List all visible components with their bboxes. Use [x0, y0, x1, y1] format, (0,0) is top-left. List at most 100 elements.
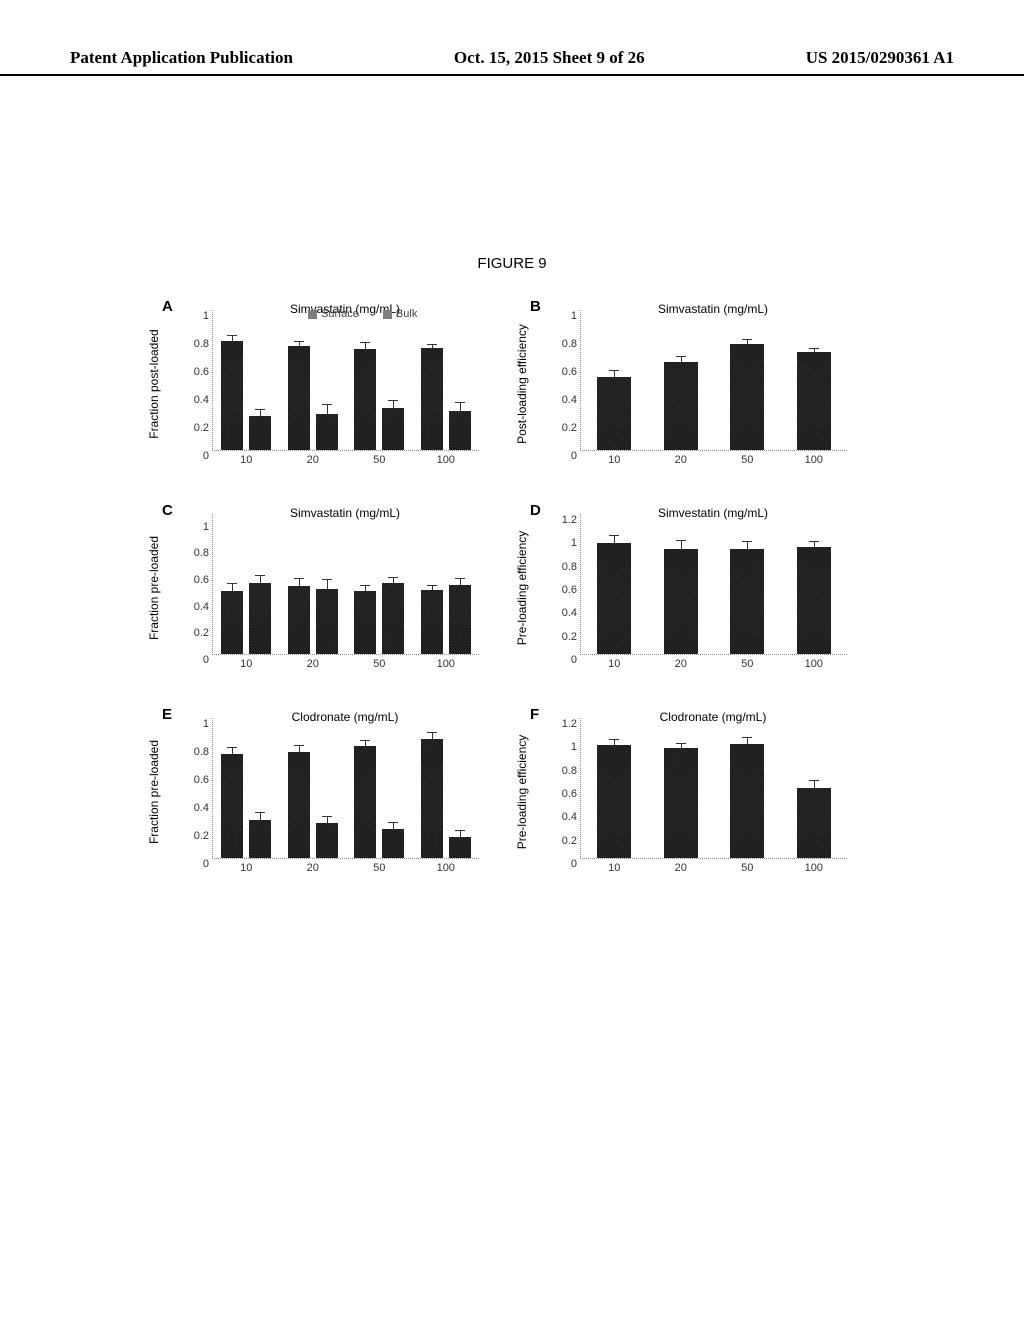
- bar: [354, 746, 376, 858]
- bar: [221, 591, 243, 654]
- bar-group: [288, 752, 338, 858]
- ytick: 0.8: [562, 561, 581, 573]
- panel-c: C Fraction pre-loaded 00.20.40.60.811020…: [160, 504, 500, 696]
- ytick: 0.6: [562, 788, 581, 800]
- error-bar: [260, 812, 261, 820]
- xtick: 100: [805, 454, 823, 466]
- bar: [316, 589, 338, 654]
- error-cap: [809, 541, 819, 542]
- error-bar: [327, 404, 328, 414]
- error-cap: [455, 578, 465, 579]
- xtick: 10: [608, 658, 620, 670]
- xtick: 50: [741, 862, 753, 874]
- bar-group: [288, 586, 338, 654]
- error-cap: [227, 747, 237, 748]
- swatch-icon: [308, 310, 317, 319]
- error-cap: [255, 812, 265, 813]
- error-bar: [365, 342, 366, 349]
- panel-row-2: C Fraction pre-loaded 00.20.40.60.811020…: [160, 504, 870, 696]
- chart-wrap-a: Fraction post-loaded Surface Bulk 00.20.…: [160, 302, 500, 492]
- xtick: 50: [373, 454, 385, 466]
- bar: [421, 348, 443, 450]
- bar: [221, 754, 243, 858]
- error-cap: [742, 737, 752, 738]
- ytick: 1.2: [562, 514, 581, 526]
- error-bar: [747, 737, 748, 744]
- ytick: 0.2: [562, 422, 581, 434]
- error-cap: [742, 541, 752, 542]
- bar: [382, 583, 404, 654]
- bar: [221, 341, 243, 450]
- bar: [597, 543, 631, 654]
- ytick: 0.8: [562, 765, 581, 777]
- legend-surface: Surface: [308, 308, 359, 320]
- chart-c: 00.20.40.60.81102050100: [212, 514, 479, 655]
- bar: [797, 788, 831, 858]
- error-cap: [227, 335, 237, 336]
- xtick: 10: [608, 454, 620, 466]
- ytick: 0: [203, 654, 213, 666]
- error-cap: [255, 409, 265, 410]
- chart-a: Surface Bulk 00.20.40.60.81102050100: [212, 310, 479, 451]
- ytick: 1: [571, 741, 581, 753]
- bar: [597, 745, 631, 858]
- legend-bulk-label: Bulk: [396, 308, 417, 320]
- error-bar: [299, 578, 300, 586]
- bar-group: [221, 754, 271, 858]
- bar: [597, 377, 631, 450]
- chart-wrap-e: Fraction pre-loaded 00.20.40.60.81102050…: [160, 710, 500, 900]
- error-cap: [322, 579, 332, 580]
- error-bar: [260, 409, 261, 416]
- bar: [421, 739, 443, 858]
- bar: [449, 411, 471, 450]
- xtick: 20: [675, 658, 687, 670]
- bar-group: [288, 346, 338, 450]
- error-bar: [393, 400, 394, 408]
- ytick: 0.4: [194, 394, 213, 406]
- error-cap: [227, 583, 237, 584]
- bar: [730, 549, 764, 654]
- patent-header: Patent Application Publication Oct. 15, …: [0, 48, 1024, 76]
- ytick: 0: [571, 450, 581, 462]
- bar: [288, 752, 310, 858]
- error-cap: [255, 575, 265, 576]
- ytick: 0: [203, 450, 213, 462]
- chart-b: 00.20.40.60.81102050100: [580, 310, 847, 451]
- header-center: Oct. 15, 2015 Sheet 9 of 26: [454, 48, 645, 68]
- ytick: 0.8: [562, 338, 581, 350]
- error-bar: [681, 540, 682, 549]
- ytick: 1: [571, 537, 581, 549]
- bar: [288, 586, 310, 654]
- bar: [382, 829, 404, 858]
- header-left: Patent Application Publication: [70, 48, 293, 68]
- error-cap: [676, 743, 686, 744]
- panel-f: F Pre-loading efficiency 00.20.40.60.811…: [528, 708, 868, 900]
- error-bar: [814, 780, 815, 788]
- ytick: 0: [203, 858, 213, 870]
- bar-group: [221, 341, 271, 450]
- error-bar: [232, 747, 233, 754]
- xtick: 100: [805, 862, 823, 874]
- xtick: 50: [373, 862, 385, 874]
- bar: [664, 362, 698, 450]
- error-cap: [388, 822, 398, 823]
- page: Patent Application Publication Oct. 15, …: [0, 0, 1024, 1320]
- chart-wrap-b: Post-loading efficiency 00.20.40.60.8110…: [528, 302, 868, 492]
- error-cap: [809, 780, 819, 781]
- bar: [797, 547, 831, 654]
- ytick: 0.8: [194, 547, 213, 559]
- xtick: 50: [373, 658, 385, 670]
- error-cap: [388, 400, 398, 401]
- bar: [249, 820, 271, 858]
- error-cap: [676, 356, 686, 357]
- bar: [421, 590, 443, 654]
- error-cap: [742, 339, 752, 340]
- xtick: 100: [437, 454, 455, 466]
- bar: [354, 591, 376, 654]
- error-cap: [676, 540, 686, 541]
- ytick: 0.2: [562, 631, 581, 643]
- error-cap: [322, 816, 332, 817]
- chart-wrap-d: Pre-loading efficiency 00.20.40.60.811.2…: [528, 506, 868, 696]
- bar: [730, 344, 764, 450]
- bar: [382, 408, 404, 450]
